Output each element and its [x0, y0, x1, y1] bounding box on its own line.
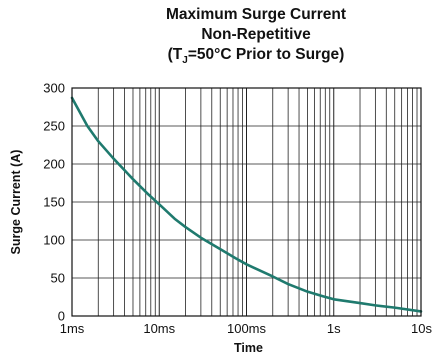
chart-title-line3: (TJ=50°C Prior to Surge) [40, 46, 432, 66]
x-axis-label: Time [234, 341, 263, 355]
y-tick-label: 50 [51, 271, 65, 286]
chart-tick-labels: 0 50 100 150 200 250 300 1ms 10ms 100ms 1s 10s [43, 81, 432, 337]
y-axis-label: Surge Current (A) [9, 150, 23, 255]
title-condition-subscript: J [182, 55, 188, 67]
y-tick-label: 300 [43, 81, 65, 96]
x-tick-label: 1ms [60, 321, 85, 336]
chart-title-line1: Maximum Surge Current [165, 6, 346, 23]
x-tick-label: 10ms [143, 321, 175, 336]
chart-series [70, 96, 423, 313]
surge-current-line [70, 96, 423, 313]
y-tick-label: 250 [43, 119, 65, 134]
y-tick-label: 0 [58, 309, 65, 324]
y-tick-label: 200 [43, 157, 65, 172]
chart-grid [72, 88, 421, 316]
y-tick-label: 150 [43, 195, 65, 210]
title-condition-suffix: =50°C Prior to Surge) [187, 46, 345, 63]
plot-frame [71, 87, 422, 317]
title-condition-prefix: (T [167, 46, 183, 63]
chart-title-line2: Non-Repetitive [201, 26, 311, 43]
x-tick-label: 10s [411, 321, 432, 336]
x-tick-label: 100ms [227, 321, 267, 336]
y-tick-label: 100 [43, 233, 65, 248]
x-tick-label: 1s [327, 321, 341, 336]
